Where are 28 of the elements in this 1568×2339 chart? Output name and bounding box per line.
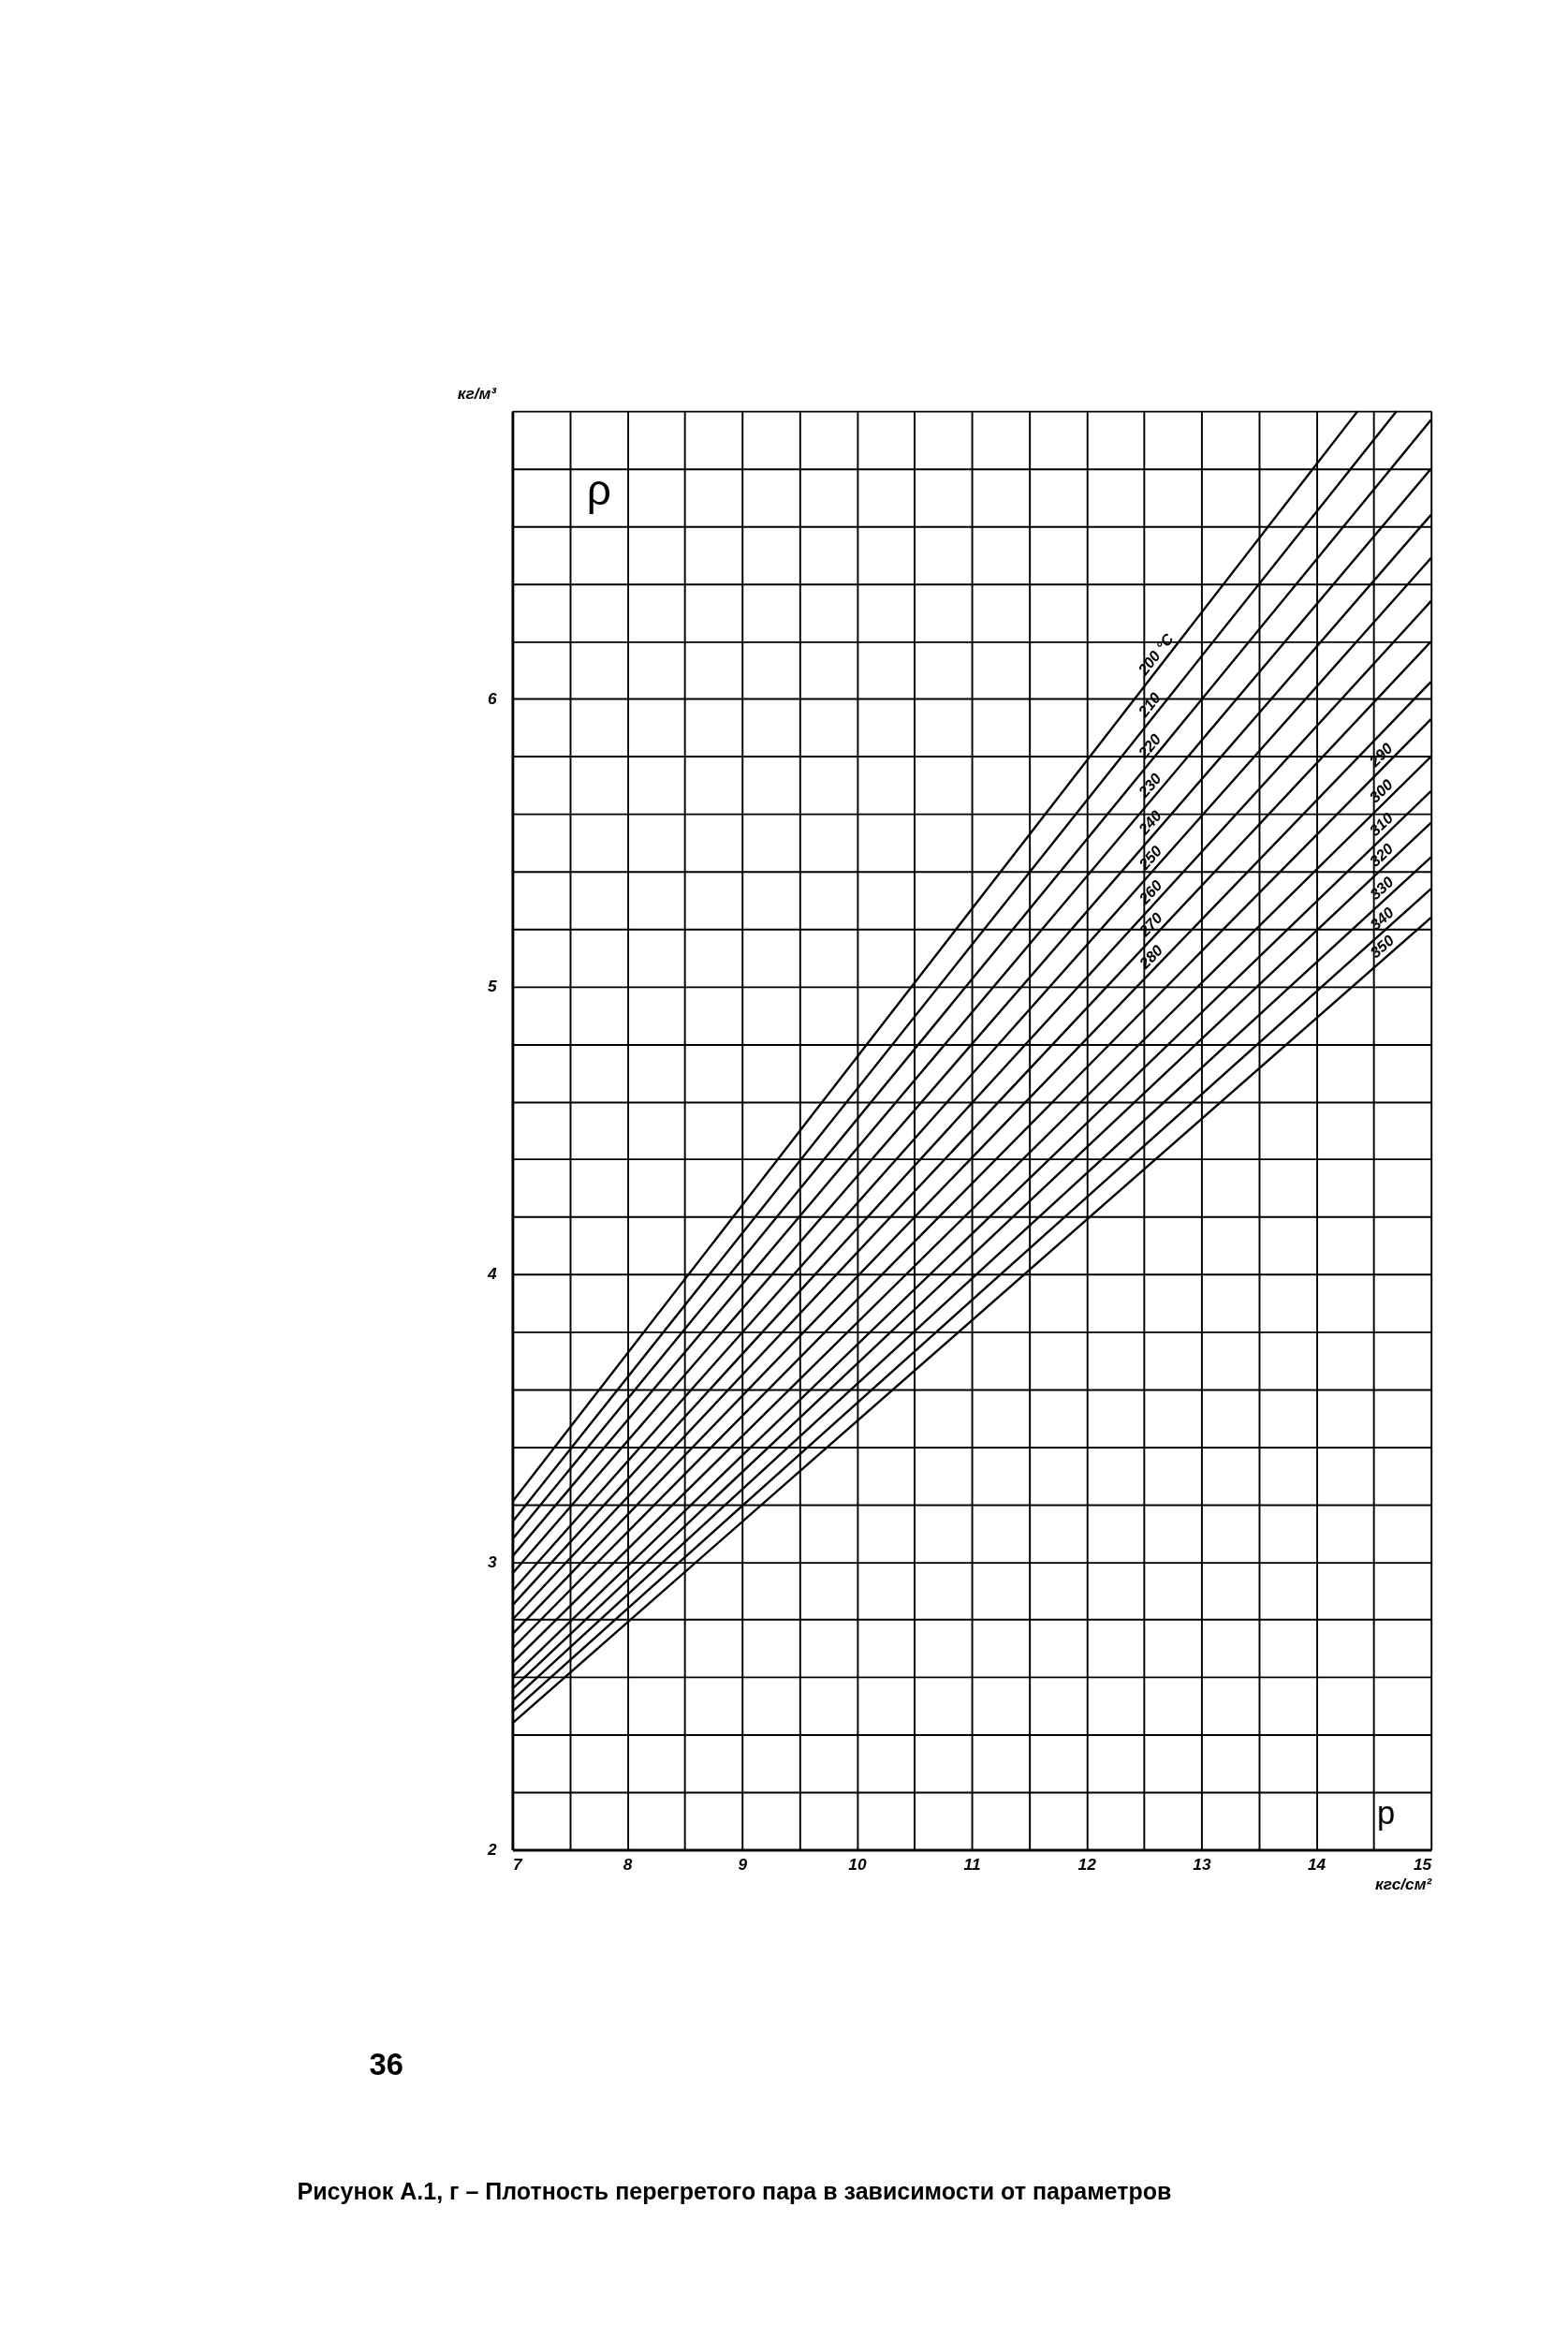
annotation: p — [1377, 1794, 1396, 1831]
y-tick-label: 4 — [486, 1264, 497, 1284]
text: 36 — [369, 2047, 403, 2082]
text: 250 — [1135, 842, 1165, 874]
x-tick-label: 15 — [1413, 1855, 1432, 1875]
x-tick-label: 12 — [1077, 1855, 1097, 1875]
y-tick-label: 3 — [487, 1552, 497, 1571]
annotation: ρ — [586, 465, 611, 515]
x-tick-label: 14 — [1307, 1855, 1326, 1875]
x-tick-label: 13 — [1193, 1855, 1211, 1875]
text: 330 — [1366, 873, 1397, 904]
x-tick-label: 7 — [512, 1855, 523, 1875]
x-tick-label: 9 — [738, 1855, 748, 1875]
x-tick-label: 11 — [963, 1855, 981, 1875]
x-tick-label: 8 — [623, 1855, 633, 1875]
text: 300 — [1365, 775, 1397, 806]
y-tick-label: 5 — [487, 977, 497, 995]
y-tick-label: 2 — [486, 1839, 497, 1859]
y-axis-title: кг/м³ — [457, 384, 498, 404]
text: Рисунок А.1, г – Плотность перегретого пара в зависимости от параметров — [297, 2177, 1172, 2204]
text: 320 — [1366, 839, 1397, 870]
x-axis-title: кгс/см² — [1375, 1875, 1433, 1894]
text: 340 — [1366, 903, 1398, 934]
x-tick-label: 10 — [848, 1855, 867, 1875]
text: 350 — [1366, 931, 1398, 962]
y-tick-label: 6 — [487, 688, 497, 708]
text: 260 — [1135, 876, 1165, 908]
text: 280 — [1135, 941, 1166, 973]
